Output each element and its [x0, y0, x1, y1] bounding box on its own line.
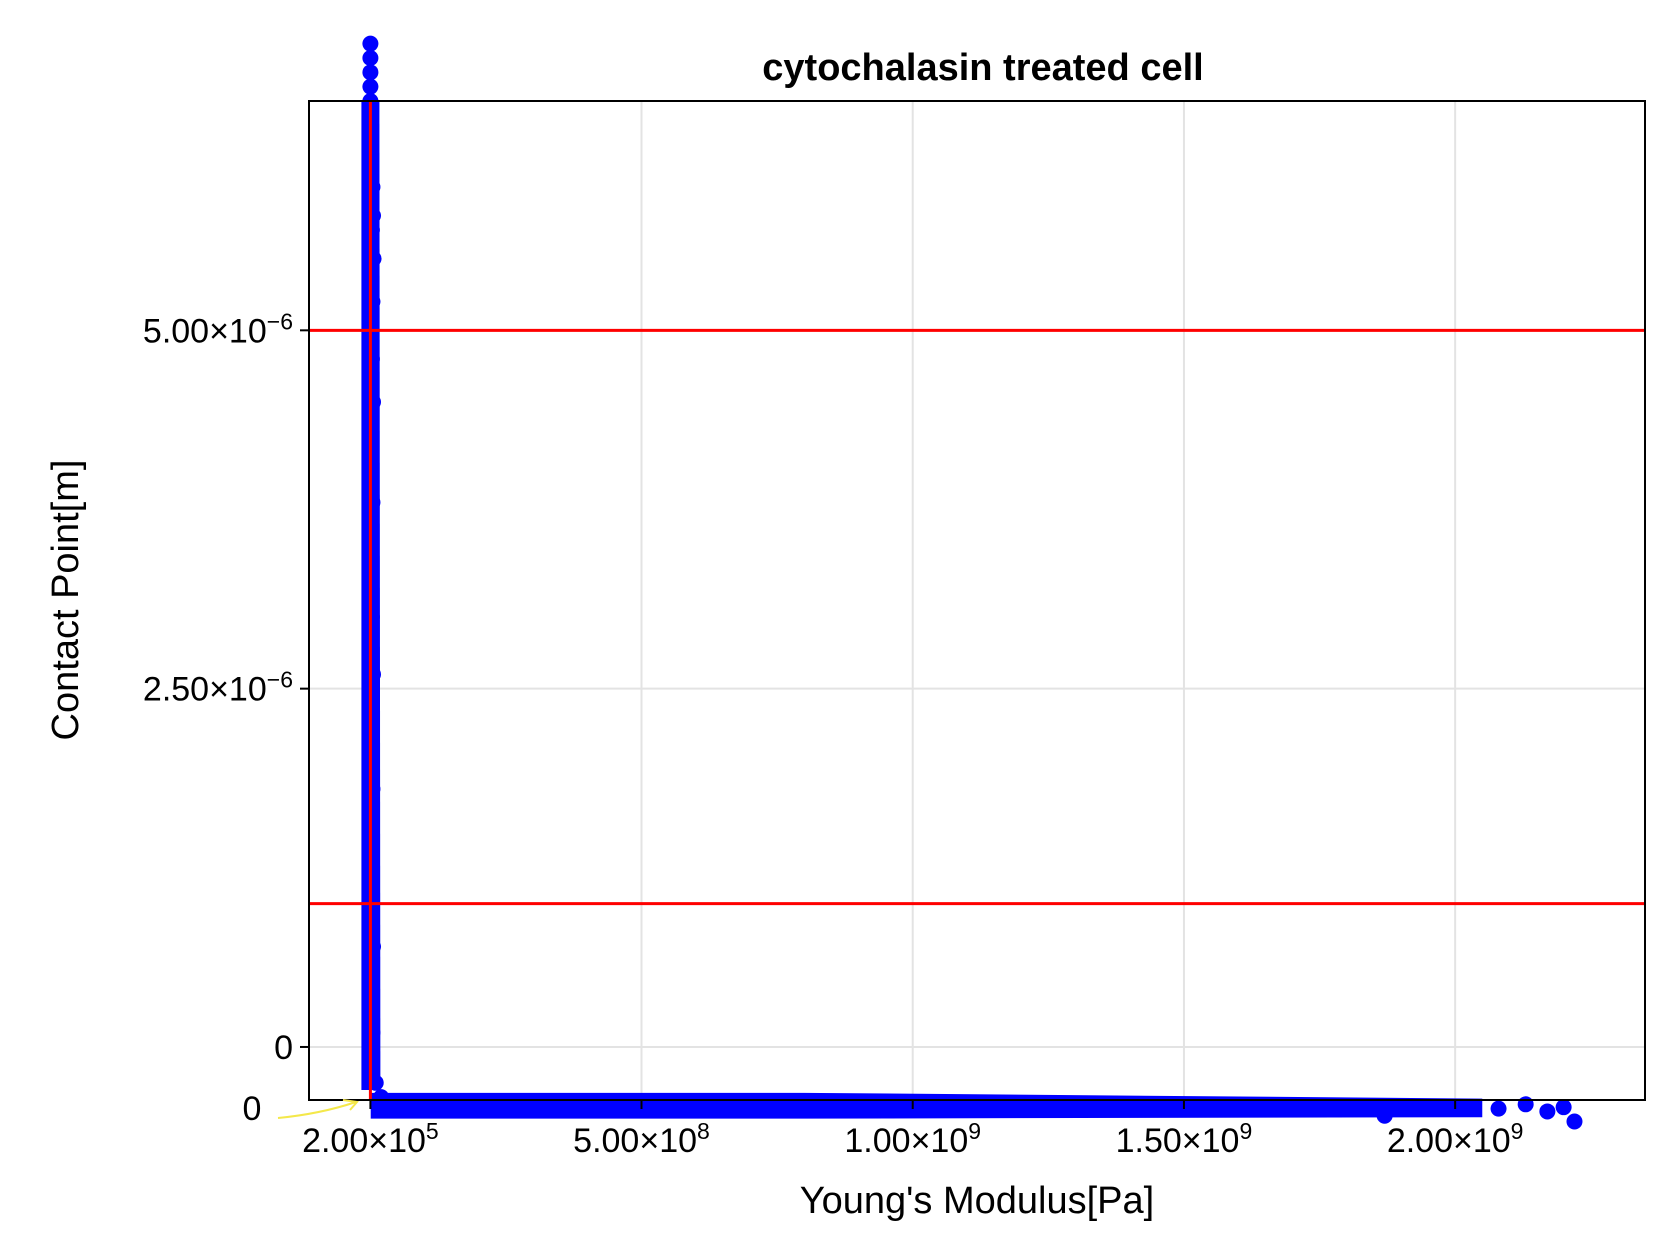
data-point-3: [362, 78, 379, 95]
x-tick-label-3: 1.50×109: [1116, 1118, 1253, 1160]
data-point-35: [1555, 1099, 1572, 1116]
data-point-19: [365, 393, 382, 410]
data-point-2: [362, 64, 379, 81]
data-point-36: [1517, 1096, 1534, 1113]
plot-frame: [308, 100, 1646, 1101]
x-tick-label-4: 2.00×109: [1387, 1118, 1524, 1160]
x-axis-label: Young's Modulus[Pa]: [800, 1180, 1154, 1222]
data-point-40: [1376, 1107, 1393, 1124]
data-point-0: [362, 35, 379, 52]
origin-annotation: 0: [243, 1090, 359, 1128]
data-point-38: [1539, 1103, 1556, 1120]
data-point-18: [363, 350, 380, 367]
x-tick-label-2: 1.00×109: [844, 1118, 981, 1160]
reference-lines: [309, 101, 1645, 1100]
data-point-37: [1490, 1100, 1507, 1117]
data-point-9: [364, 178, 381, 195]
data-point-29: [365, 938, 382, 955]
origin-annotation-label: 0: [243, 1090, 262, 1128]
annotation-arrow: [277, 1099, 359, 1119]
y-tick-label-0: 0: [274, 1029, 293, 1067]
data-point-26: [364, 780, 381, 797]
data-point-39: [1566, 1113, 1583, 1130]
x-tick-label-1: 5.00×108: [573, 1118, 710, 1160]
chart-title: cytochalasin treated cell: [762, 47, 1203, 89]
data-point-34: [378, 1096, 395, 1113]
grid-lines: [309, 101, 1645, 1100]
data-point-1: [362, 50, 379, 67]
data-point-12: [363, 221, 380, 238]
data-point-24: [365, 666, 382, 683]
data-point-21: [364, 494, 381, 511]
x-tick-label-0: 2.00×105: [302, 1118, 439, 1160]
y-axis-label: Contact Point[m]: [45, 460, 87, 741]
x-axis-ticks: 2.00×105 5.00×108 1.00×109 1.50×109 2.00×109: [302, 1100, 1523, 1160]
data-point-16: [364, 293, 381, 310]
data-point-31: [364, 1024, 381, 1041]
data-point-11: [365, 207, 382, 224]
data-point-23: [363, 608, 380, 625]
data-point-14: [365, 250, 382, 267]
